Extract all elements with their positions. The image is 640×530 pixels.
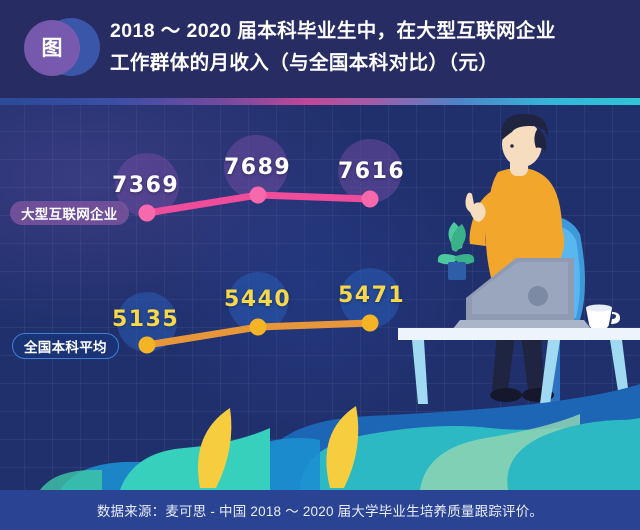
x-axis: 2018 届 2019 届 2020 届 xyxy=(0,483,420,490)
person-at-desk-illustration xyxy=(398,114,640,408)
chart-stage: 7369 7689 7616 5135 5440 5471 大型互联网企业 全国… xyxy=(0,105,640,490)
marker-gold-2019 xyxy=(249,318,267,336)
glow-pink-2 xyxy=(224,135,288,199)
value-label-national-2018: 5135 xyxy=(112,307,180,332)
page-title-line-2: 工作群体的月收入（与全国本科对比）（元） xyxy=(110,51,499,74)
value-label-internet-2020: 7616 xyxy=(338,159,406,184)
coffee-cup-icon xyxy=(586,304,620,330)
glow-pink-3 xyxy=(338,139,402,203)
header-gradient-divider xyxy=(0,98,640,105)
glow-gold-1 xyxy=(117,292,177,352)
data-source-text: 数据来源：麦可思 - 中国 2018 ～ 2020 届大学毕业生培养质量跟踪评价… xyxy=(96,504,544,519)
laptop-icon xyxy=(452,258,592,330)
value-label-national-2019: 5440 xyxy=(224,287,292,312)
marker-gold-2018 xyxy=(138,336,156,354)
desk-icon xyxy=(398,328,640,404)
marker-pink-2019 xyxy=(249,186,267,204)
legend-national-average: 全国本科平均 xyxy=(12,333,119,359)
badge-label: 图 xyxy=(41,36,63,60)
marker-pink-2020 xyxy=(361,190,379,208)
legend-internet-companies: 大型互联网企业 xyxy=(10,201,129,225)
value-label-internet-2018: 7369 xyxy=(112,173,180,198)
page-title: 2018 ～ 2020 届本科毕业生中，在大型互联网企业 工作群体的月收入（与全… xyxy=(110,16,630,79)
foliage-decoration xyxy=(40,384,640,490)
chart-badge: 图 xyxy=(24,18,100,80)
glow-gold-2 xyxy=(228,272,288,332)
header-bar: 图 2018 ～ 2020 届本科毕业生中，在大型互联网企业 工作群体的月收入（… xyxy=(0,0,640,98)
series-lines xyxy=(115,135,402,354)
footer-bar: 数据来源：麦可思 - 中国 2018 ～ 2020 届大学毕业生培养质量跟踪评价… xyxy=(0,490,640,530)
marker-gold-2020 xyxy=(361,314,379,332)
page-title-line-1: 2018 ～ 2020 届本科毕业生中，在大型互联网企业 xyxy=(110,20,556,42)
glow-gold-3 xyxy=(340,268,400,328)
plant-icon xyxy=(437,222,475,280)
value-label-internet-2019: 7689 xyxy=(224,155,292,180)
marker-pink-2018 xyxy=(138,204,156,222)
value-label-national-2020: 5471 xyxy=(338,283,406,308)
badge-circle-purple xyxy=(24,20,80,76)
glow-pink-1 xyxy=(115,153,179,217)
